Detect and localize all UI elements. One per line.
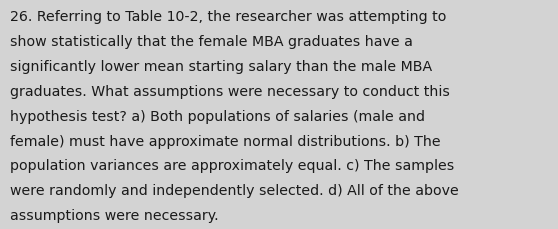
Text: population variances are approximately equal. c) The samples: population variances are approximately e… xyxy=(10,159,454,173)
Text: hypothesis test? a) Both populations of salaries (male and: hypothesis test? a) Both populations of … xyxy=(10,109,425,123)
Text: female) must have approximate normal distributions. b) The: female) must have approximate normal dis… xyxy=(10,134,441,148)
Text: graduates. What assumptions were necessary to conduct this: graduates. What assumptions were necessa… xyxy=(10,85,450,98)
Text: assumptions were necessary.: assumptions were necessary. xyxy=(10,208,219,222)
Text: were randomly and independently selected. d) All of the above: were randomly and independently selected… xyxy=(10,183,459,197)
Text: 26. Referring to Table 10-2, the researcher was attempting to: 26. Referring to Table 10-2, the researc… xyxy=(10,10,446,24)
Text: significantly lower mean starting salary than the male MBA: significantly lower mean starting salary… xyxy=(10,60,432,74)
Text: show statistically that the female MBA graduates have a: show statistically that the female MBA g… xyxy=(10,35,413,49)
